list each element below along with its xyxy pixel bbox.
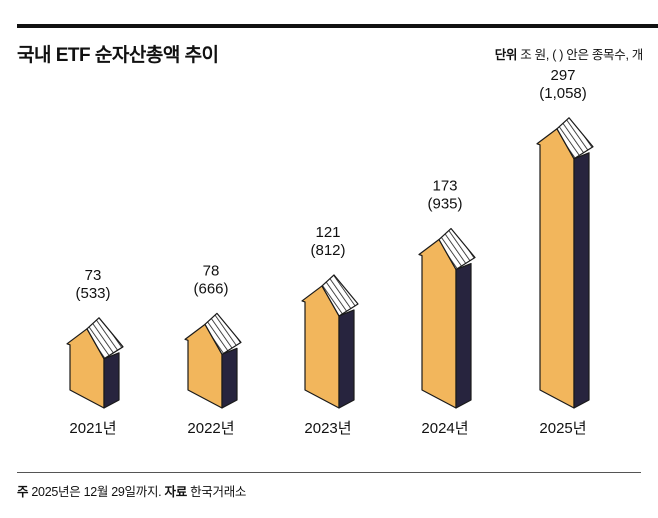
bar-side-face	[338, 309, 355, 409]
footnote: 주 2025년은 12월 29일까지. 자료 한국거래소	[17, 481, 246, 500]
bar-roof-hatched	[86, 317, 124, 360]
bar-roof-hatched	[204, 312, 242, 355]
unit-label: 단위 조 원, ( ) 안은 종목수, 개	[494, 44, 644, 63]
bar-side-face	[221, 347, 238, 409]
bar-side-face	[573, 152, 590, 409]
category-label: 2024년	[421, 420, 468, 437]
bar-roof-hatched	[438, 227, 476, 271]
bar-2022년	[184, 312, 242, 409]
bar-side-face	[103, 352, 120, 409]
value-label: 78	[203, 262, 220, 279]
note-text: 2025년은 12월 29일까지.	[31, 485, 162, 499]
value-label: 173	[432, 178, 457, 195]
count-label: (812)	[310, 242, 345, 259]
note-label: 주	[17, 485, 29, 499]
bar-side-face	[455, 262, 472, 409]
bar-2024년	[418, 227, 476, 409]
source-text: 한국거래소	[190, 485, 247, 499]
category-label: 2025년	[539, 420, 586, 437]
unit-label-text: 조 원, ( ) 안은 종목수, 개	[520, 48, 643, 62]
count-label: (1,058)	[539, 85, 587, 102]
bar-2023년	[301, 274, 359, 409]
source-label: 자료	[164, 485, 188, 499]
top-rule	[17, 24, 658, 28]
bar-front-face	[536, 128, 575, 409]
bar-roof-hatched	[556, 117, 594, 160]
value-label: 297	[550, 67, 575, 84]
count-label: (666)	[193, 280, 228, 297]
chart-title: 국내 ETF 순자산총액 추이	[17, 45, 219, 66]
count-label: (935)	[427, 196, 462, 213]
bar-roof-hatched	[321, 274, 359, 317]
unit-label-key: 단위	[494, 48, 518, 62]
category-label: 2022년	[187, 420, 234, 437]
bar-front-face	[418, 238, 457, 409]
count-label: (533)	[75, 285, 110, 302]
bottom-rule	[17, 472, 641, 473]
bar-2021년	[66, 317, 124, 409]
value-label: 121	[315, 224, 340, 241]
value-label: 73	[85, 267, 102, 284]
category-label: 2021년	[69, 420, 116, 437]
bar-2025년	[536, 117, 594, 409]
category-label: 2023년	[304, 420, 351, 437]
